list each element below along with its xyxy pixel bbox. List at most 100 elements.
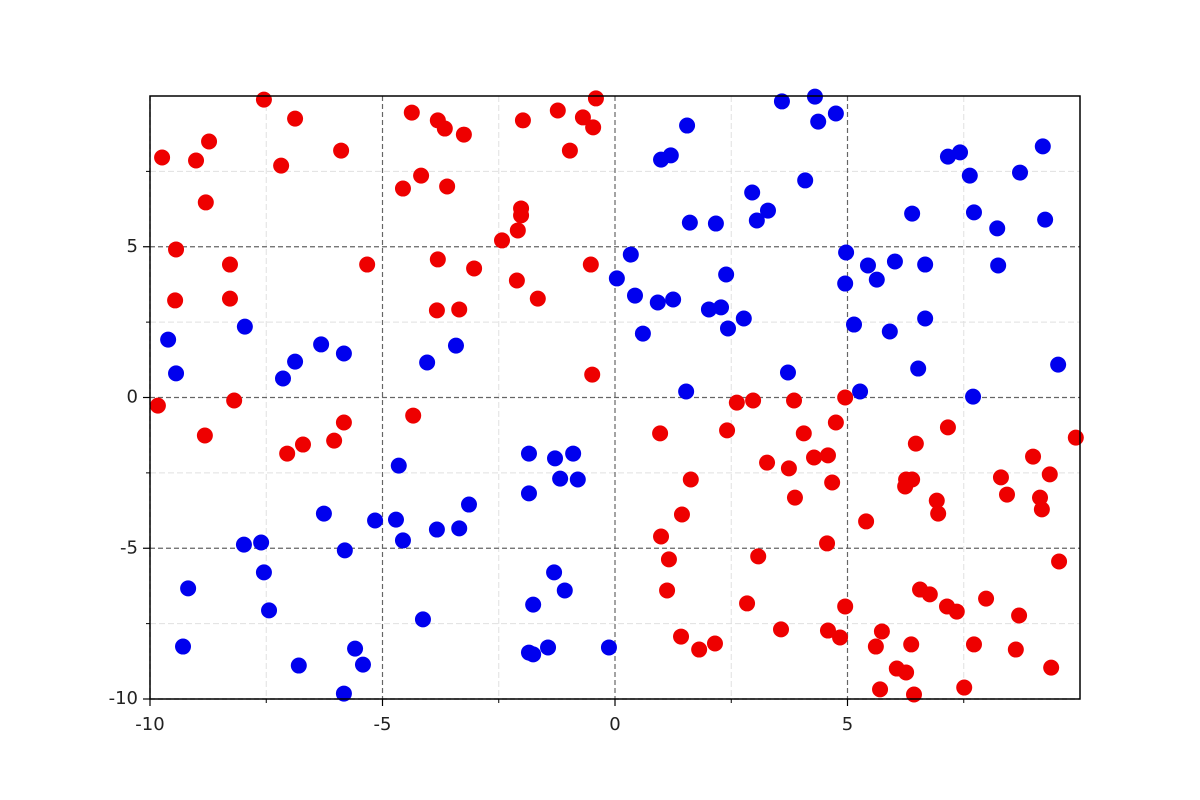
point (529, 290, 546, 307)
point (419, 354, 436, 371)
point (660, 551, 677, 568)
point (552, 470, 569, 487)
point (679, 117, 696, 134)
point (662, 147, 679, 164)
point (910, 360, 927, 377)
y-tick-label: -10 (109, 688, 138, 709)
point (998, 486, 1015, 503)
point (584, 366, 601, 383)
point (335, 345, 352, 362)
point (167, 292, 184, 309)
point (634, 325, 651, 342)
point (235, 536, 252, 553)
point (608, 270, 625, 287)
point (561, 142, 578, 159)
point (837, 389, 854, 406)
point (682, 471, 699, 488)
point (394, 180, 411, 197)
point (367, 512, 384, 529)
point (713, 299, 730, 316)
point (335, 685, 352, 702)
point (197, 194, 214, 211)
point (965, 204, 982, 221)
point (565, 445, 582, 462)
point (273, 157, 290, 174)
point (759, 454, 776, 471)
point (255, 91, 272, 108)
point (930, 505, 947, 522)
point (819, 622, 836, 639)
point (546, 564, 563, 581)
point (779, 364, 796, 381)
point (881, 323, 898, 340)
point (261, 602, 278, 619)
point (315, 505, 332, 522)
point (569, 471, 586, 488)
point (460, 496, 477, 513)
point (549, 102, 566, 119)
point (279, 445, 296, 462)
point (952, 144, 969, 161)
point (547, 450, 564, 467)
point (837, 598, 854, 615)
point (837, 275, 854, 292)
point (413, 167, 430, 184)
point (455, 126, 472, 143)
point (905, 686, 922, 703)
point (253, 534, 270, 551)
point (735, 310, 752, 327)
point (587, 90, 604, 107)
point (1037, 211, 1054, 228)
point (990, 257, 1007, 274)
point (255, 564, 272, 581)
point (428, 302, 445, 319)
point (451, 301, 468, 318)
axes: -10 -5 0 5 -10 -5 0 5 (109, 170, 965, 735)
point (168, 365, 185, 382)
point (824, 474, 841, 491)
point (904, 205, 921, 222)
point (978, 590, 995, 607)
point (387, 511, 404, 528)
point (347, 640, 364, 657)
point (673, 506, 690, 523)
point (827, 105, 844, 122)
point (540, 639, 557, 656)
point (718, 266, 735, 283)
point (719, 422, 736, 439)
point (585, 119, 602, 136)
x-tick-label: -5 (374, 714, 392, 735)
point (160, 331, 177, 348)
point (201, 133, 218, 150)
point (700, 301, 717, 318)
point (336, 542, 353, 559)
point (582, 256, 599, 273)
point (961, 167, 978, 184)
point (513, 207, 530, 224)
point (390, 457, 407, 474)
point (780, 460, 797, 477)
point (180, 580, 197, 597)
point (681, 214, 698, 231)
point (403, 104, 420, 121)
point (514, 112, 531, 129)
x-tick-label: 0 (609, 714, 620, 735)
point (739, 595, 756, 612)
point (903, 636, 920, 653)
point (819, 535, 836, 552)
y-tick-label: -5 (120, 537, 138, 558)
point (759, 202, 776, 219)
point (921, 586, 938, 603)
point (691, 641, 708, 658)
point (556, 582, 573, 599)
point (665, 291, 682, 308)
x-tick-label: -10 (135, 714, 164, 735)
point (196, 427, 213, 444)
point (773, 93, 790, 110)
point (744, 184, 761, 201)
point (904, 471, 921, 488)
point (326, 432, 343, 449)
point (508, 272, 525, 289)
point (872, 681, 889, 698)
